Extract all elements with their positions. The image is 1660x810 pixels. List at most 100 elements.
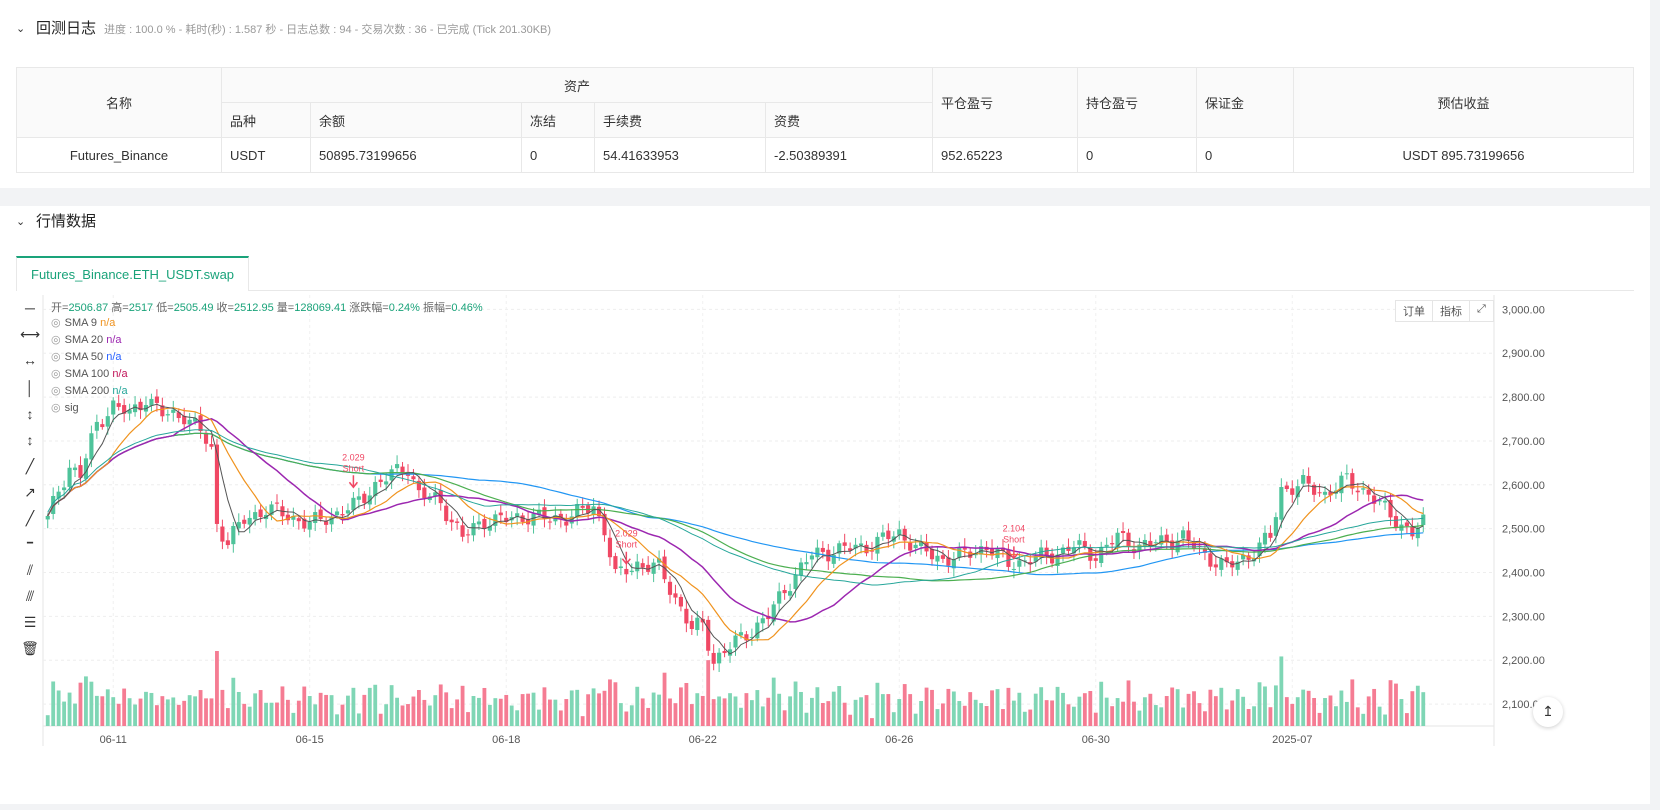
candle-body [1241, 554, 1246, 560]
candle-body [897, 529, 902, 535]
reset-axis-icon[interactable]: ↥ [1533, 697, 1563, 727]
volume-bar [493, 698, 498, 726]
volume-bar [324, 694, 329, 726]
volume-bar [700, 695, 705, 726]
ray-line-icon[interactable]: ↗ [24, 484, 36, 500]
volume-bar [575, 689, 580, 726]
legend-sig[interactable]: ◎ sig [51, 401, 79, 414]
volume-bar [105, 689, 110, 726]
horizontal-line-icon[interactable]: ─ [25, 300, 35, 316]
open-value: 2506.87 [68, 302, 109, 314]
candle-body [1290, 488, 1295, 495]
volume-bar [848, 714, 853, 726]
volume-bar [215, 651, 219, 726]
candle-body [913, 544, 918, 549]
volume-bar [498, 698, 503, 726]
volume-bar [1323, 698, 1327, 726]
market-header[interactable]: ⌄ 行情数据 [16, 210, 96, 231]
candle-body [684, 608, 689, 624]
price-label-icon[interactable]: ━ [26, 538, 34, 549]
candle-body [618, 566, 623, 569]
volume-bar [804, 712, 809, 726]
volume-bar [438, 684, 443, 726]
candle-body [968, 551, 973, 558]
volume-bar [318, 692, 323, 726]
x-tick-label: 06-15 [296, 734, 324, 746]
volume-bar [269, 702, 274, 726]
candle-body [132, 404, 138, 413]
candle-body [171, 409, 176, 413]
log-header[interactable]: ⌄ 回测日志 进度 : 100.0 % - 耗时(秒) : 1.587 秒 - … [16, 17, 551, 38]
volume-bar [253, 693, 258, 726]
volume-bar [280, 686, 285, 726]
th-name: 名称 [16, 67, 222, 138]
volume-bar [236, 691, 241, 726]
indicator-button[interactable]: 指标 [1433, 301, 1470, 321]
chart-controls: 订单 指标 ⤢ [1395, 300, 1494, 322]
volume-bar [1192, 691, 1196, 726]
volume-bar [646, 707, 651, 726]
volume-bar [367, 687, 372, 726]
volume-bar [1421, 692, 1426, 726]
candle-body [1137, 544, 1142, 551]
candle-body [1181, 530, 1186, 539]
segment-line-icon[interactable]: ╱ [25, 510, 35, 526]
eye-icon[interactable]: ◎ [51, 402, 61, 414]
candle-body [356, 496, 361, 500]
high-value: 2517 [128, 302, 154, 314]
volume-bar [990, 690, 994, 726]
volume-bar [1197, 703, 1202, 726]
candle-body [727, 649, 733, 656]
trend-line-icon[interactable]: ╱ [25, 458, 35, 474]
volume-bar [1404, 713, 1409, 726]
volume-bar [548, 699, 552, 726]
candle-body [51, 495, 56, 514]
volume-bar [891, 712, 896, 726]
expand-icon[interactable]: ⤢ [1477, 303, 1486, 315]
legend-sma-9[interactable]: ◎ SMA 9 n/a [51, 316, 115, 329]
fibonacci-icon[interactable]: ☰ [23, 614, 37, 630]
chevron-down-icon[interactable]: ⌄ [16, 23, 26, 35]
chevron-down-icon[interactable]: ⌄ [16, 216, 26, 228]
candle-body [214, 444, 220, 524]
y-tick-label: 2,700.00 [1502, 436, 1545, 448]
candle-body [1022, 560, 1027, 562]
volume-bar [1344, 701, 1349, 726]
candle-body [875, 536, 880, 554]
fib-lines-icon[interactable]: ⫻ [25, 588, 35, 604]
candle-body [1361, 488, 1366, 490]
volume-bar [1328, 695, 1333, 726]
backtest-log-panel: ⌄ 回测日志 进度 : 100.0 % - 耗时(秒) : 1.587 秒 - … [0, 0, 1650, 188]
candle-body [389, 469, 394, 481]
volume-bar [111, 697, 116, 726]
candle-body [1268, 532, 1273, 538]
parallel-channel-icon[interactable]: ⫽ [26, 562, 34, 578]
legend-sma-100[interactable]: ◎ SMA 100 n/a [51, 367, 128, 380]
legend-sma-20[interactable]: ◎ SMA 20 n/a [51, 333, 122, 346]
vertical-ray-icon[interactable]: ↕ [26, 406, 34, 422]
candle-body [1355, 490, 1360, 493]
legend-sma-50[interactable]: ◎ SMA 50 n/a [51, 350, 122, 363]
eye-icon[interactable]: ◎ [51, 385, 61, 397]
eye-icon[interactable]: ◎ [51, 317, 61, 329]
volume-bar [395, 697, 399, 726]
volume-bar [62, 701, 67, 726]
eye-icon[interactable]: ◎ [51, 351, 61, 363]
candle-body [269, 504, 274, 515]
vertical-segment-icon[interactable]: ↕ [26, 432, 34, 448]
delete-icon[interactable]: 🗑 [21, 640, 39, 656]
eye-icon[interactable]: ◎ [51, 368, 61, 380]
legend-sma-200[interactable]: ◎ SMA 200 n/a [51, 384, 128, 397]
tab-futures-binance-eth[interactable]: Futures_Binance.ETH_USDT.swap [16, 256, 250, 291]
order-button[interactable]: 订单 [1396, 301, 1433, 321]
horizontal-ray-icon[interactable]: ⟷ [19, 326, 41, 342]
y-tick-label: 2,200.00 [1502, 655, 1545, 667]
plot-area [43, 295, 1494, 726]
eye-icon[interactable]: ◎ [51, 334, 61, 346]
candle-body [433, 492, 438, 497]
horizontal-segment-icon[interactable]: ↔ [23, 352, 37, 368]
vertical-line-icon[interactable]: │ [25, 380, 35, 396]
volume-bar [870, 718, 874, 726]
candle-body [45, 515, 50, 520]
